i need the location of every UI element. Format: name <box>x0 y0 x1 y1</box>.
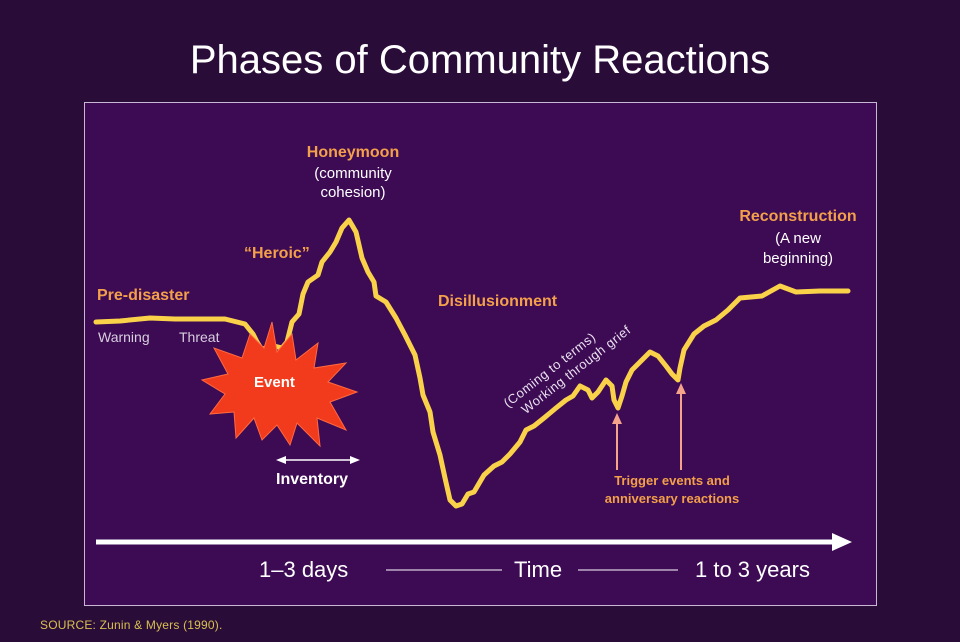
pre-disaster-label: Pre-disaster <box>97 287 190 304</box>
time-axis-arrow <box>96 533 852 551</box>
honeymoon-sub1: (community <box>314 165 392 182</box>
honeymoon-label: Honeymoon <box>306 144 400 161</box>
threat-label: Threat <box>179 329 220 345</box>
trigger-events-label: Trigger events and <box>614 473 730 488</box>
anniversary-reactions-label: anniversary reactions <box>604 491 740 506</box>
heroic-label: “Heroic” <box>244 245 310 262</box>
axis-left-label: 1–3 days <box>259 557 349 582</box>
reconstruction-block: Reconstruction (A new beginning) <box>718 208 878 267</box>
page-title: Phases of Community Reactions <box>189 38 771 82</box>
reconstruction-sub2: beginning) <box>762 250 834 267</box>
source-citation: SOURCE: Zunin & Myers (1990). <box>40 618 223 632</box>
honeymoon-sub2: cohesion) <box>320 184 386 201</box>
axis-time-label: Time <box>514 557 563 582</box>
event-label: Event <box>254 374 295 391</box>
disillusionment-label: Disillusionment <box>438 293 558 310</box>
inventory-arrow <box>276 456 360 464</box>
reconstruction-label: Reconstruction <box>739 208 857 225</box>
warning-label: Warning <box>98 329 150 345</box>
inventory-label: Inventory <box>276 471 349 488</box>
diagram-panel <box>84 102 877 606</box>
honeymoon-block: Honeymoon (community cohesion) <box>282 144 424 201</box>
trigger-arrows <box>612 383 686 470</box>
reaction-curve <box>93 217 851 509</box>
event-burst-icon <box>200 321 359 448</box>
reconstruction-sub1: (A new <box>775 230 821 247</box>
trigger-events-block: Trigger events and anniversary reactions <box>580 472 764 508</box>
axis-right-label: 1 to 3 years <box>695 557 810 582</box>
